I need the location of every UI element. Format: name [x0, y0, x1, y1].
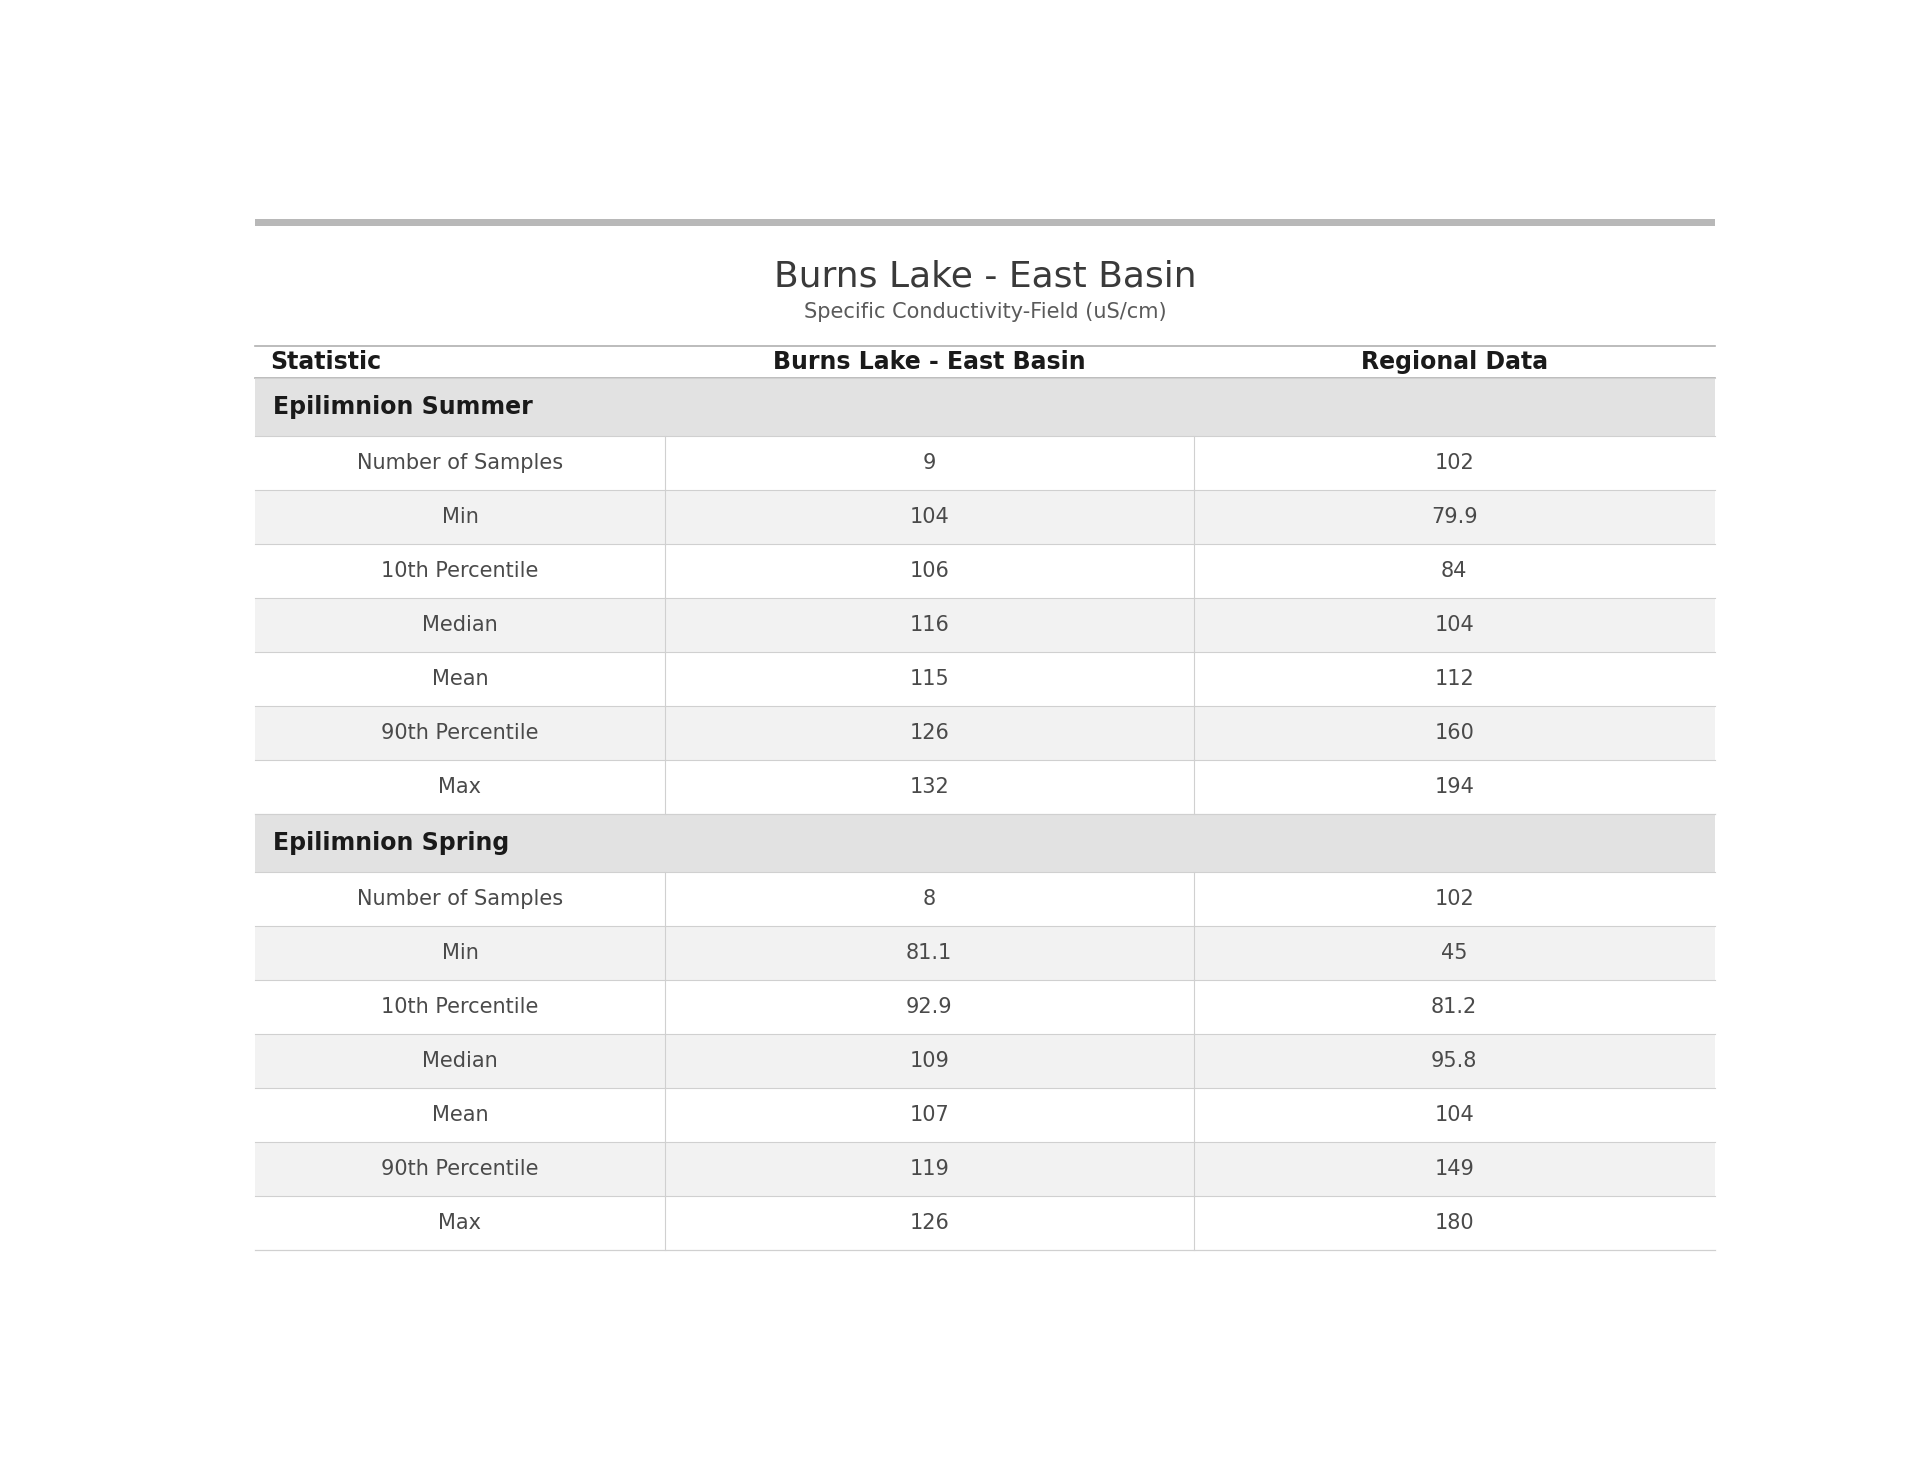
Text: 112: 112 — [1434, 669, 1474, 689]
Bar — [256, 980, 1714, 1034]
Text: 90th Percentile: 90th Percentile — [381, 723, 538, 743]
Text: 119: 119 — [909, 1159, 949, 1180]
Bar — [256, 599, 1714, 651]
Text: Burns Lake - East Basin: Burns Lake - East Basin — [773, 350, 1086, 374]
Text: Epilimnion Spring: Epilimnion Spring — [273, 831, 509, 856]
Text: Specific Conductivity-Field (uS/cm): Specific Conductivity-Field (uS/cm) — [803, 302, 1167, 323]
Bar — [256, 1196, 1714, 1250]
Bar — [256, 378, 1714, 437]
Text: 106: 106 — [909, 561, 949, 581]
Text: Statistic: Statistic — [269, 350, 381, 374]
Text: Burns Lake - East Basin: Burns Lake - East Basin — [775, 260, 1195, 293]
Text: 9: 9 — [923, 453, 936, 473]
Text: Mean: Mean — [432, 1105, 488, 1126]
Bar — [256, 1142, 1714, 1196]
Text: Number of Samples: Number of Samples — [357, 889, 563, 910]
Text: 90th Percentile: 90th Percentile — [381, 1159, 538, 1180]
Text: 81.1: 81.1 — [905, 943, 951, 964]
Text: 104: 104 — [909, 507, 949, 527]
Text: 115: 115 — [909, 669, 949, 689]
Bar — [256, 926, 1714, 980]
Text: Mean: Mean — [432, 669, 488, 689]
Text: 116: 116 — [909, 615, 949, 635]
Text: Regional Data: Regional Data — [1361, 350, 1547, 374]
Text: Min: Min — [442, 507, 479, 527]
Text: Epilimnion Summer: Epilimnion Summer — [273, 394, 532, 419]
Bar — [256, 219, 1714, 226]
Text: 126: 126 — [909, 1213, 949, 1232]
Text: Min: Min — [442, 943, 479, 964]
Text: 194: 194 — [1434, 777, 1474, 797]
Bar — [256, 759, 1714, 813]
Text: 10th Percentile: 10th Percentile — [381, 997, 538, 1018]
Text: 79.9: 79.9 — [1430, 507, 1478, 527]
Text: Number of Samples: Number of Samples — [357, 453, 563, 473]
Bar — [256, 872, 1714, 926]
Bar — [256, 545, 1714, 599]
Bar — [256, 437, 1714, 491]
Text: 95.8: 95.8 — [1432, 1051, 1478, 1072]
Text: 104: 104 — [1434, 615, 1474, 635]
Bar — [256, 491, 1714, 545]
Text: 149: 149 — [1434, 1159, 1474, 1180]
Text: 102: 102 — [1434, 889, 1474, 910]
Bar — [256, 813, 1714, 872]
Text: 104: 104 — [1434, 1105, 1474, 1126]
Text: 107: 107 — [909, 1105, 949, 1126]
Bar — [256, 1088, 1714, 1142]
Text: Median: Median — [423, 615, 498, 635]
Text: 81.2: 81.2 — [1432, 997, 1478, 1018]
Text: 102: 102 — [1434, 453, 1474, 473]
Text: 180: 180 — [1434, 1213, 1474, 1232]
Text: 109: 109 — [909, 1051, 949, 1072]
Text: 45: 45 — [1442, 943, 1468, 964]
Text: Max: Max — [438, 1213, 480, 1232]
Text: 8: 8 — [923, 889, 936, 910]
Text: Median: Median — [423, 1051, 498, 1072]
Text: Max: Max — [438, 777, 480, 797]
Text: 132: 132 — [909, 777, 949, 797]
Text: 10th Percentile: 10th Percentile — [381, 561, 538, 581]
Text: 92.9: 92.9 — [905, 997, 953, 1018]
Text: 126: 126 — [909, 723, 949, 743]
Text: 84: 84 — [1442, 561, 1466, 581]
Bar — [256, 705, 1714, 759]
Text: 160: 160 — [1434, 723, 1474, 743]
Bar — [256, 1034, 1714, 1088]
Bar — [256, 651, 1714, 705]
